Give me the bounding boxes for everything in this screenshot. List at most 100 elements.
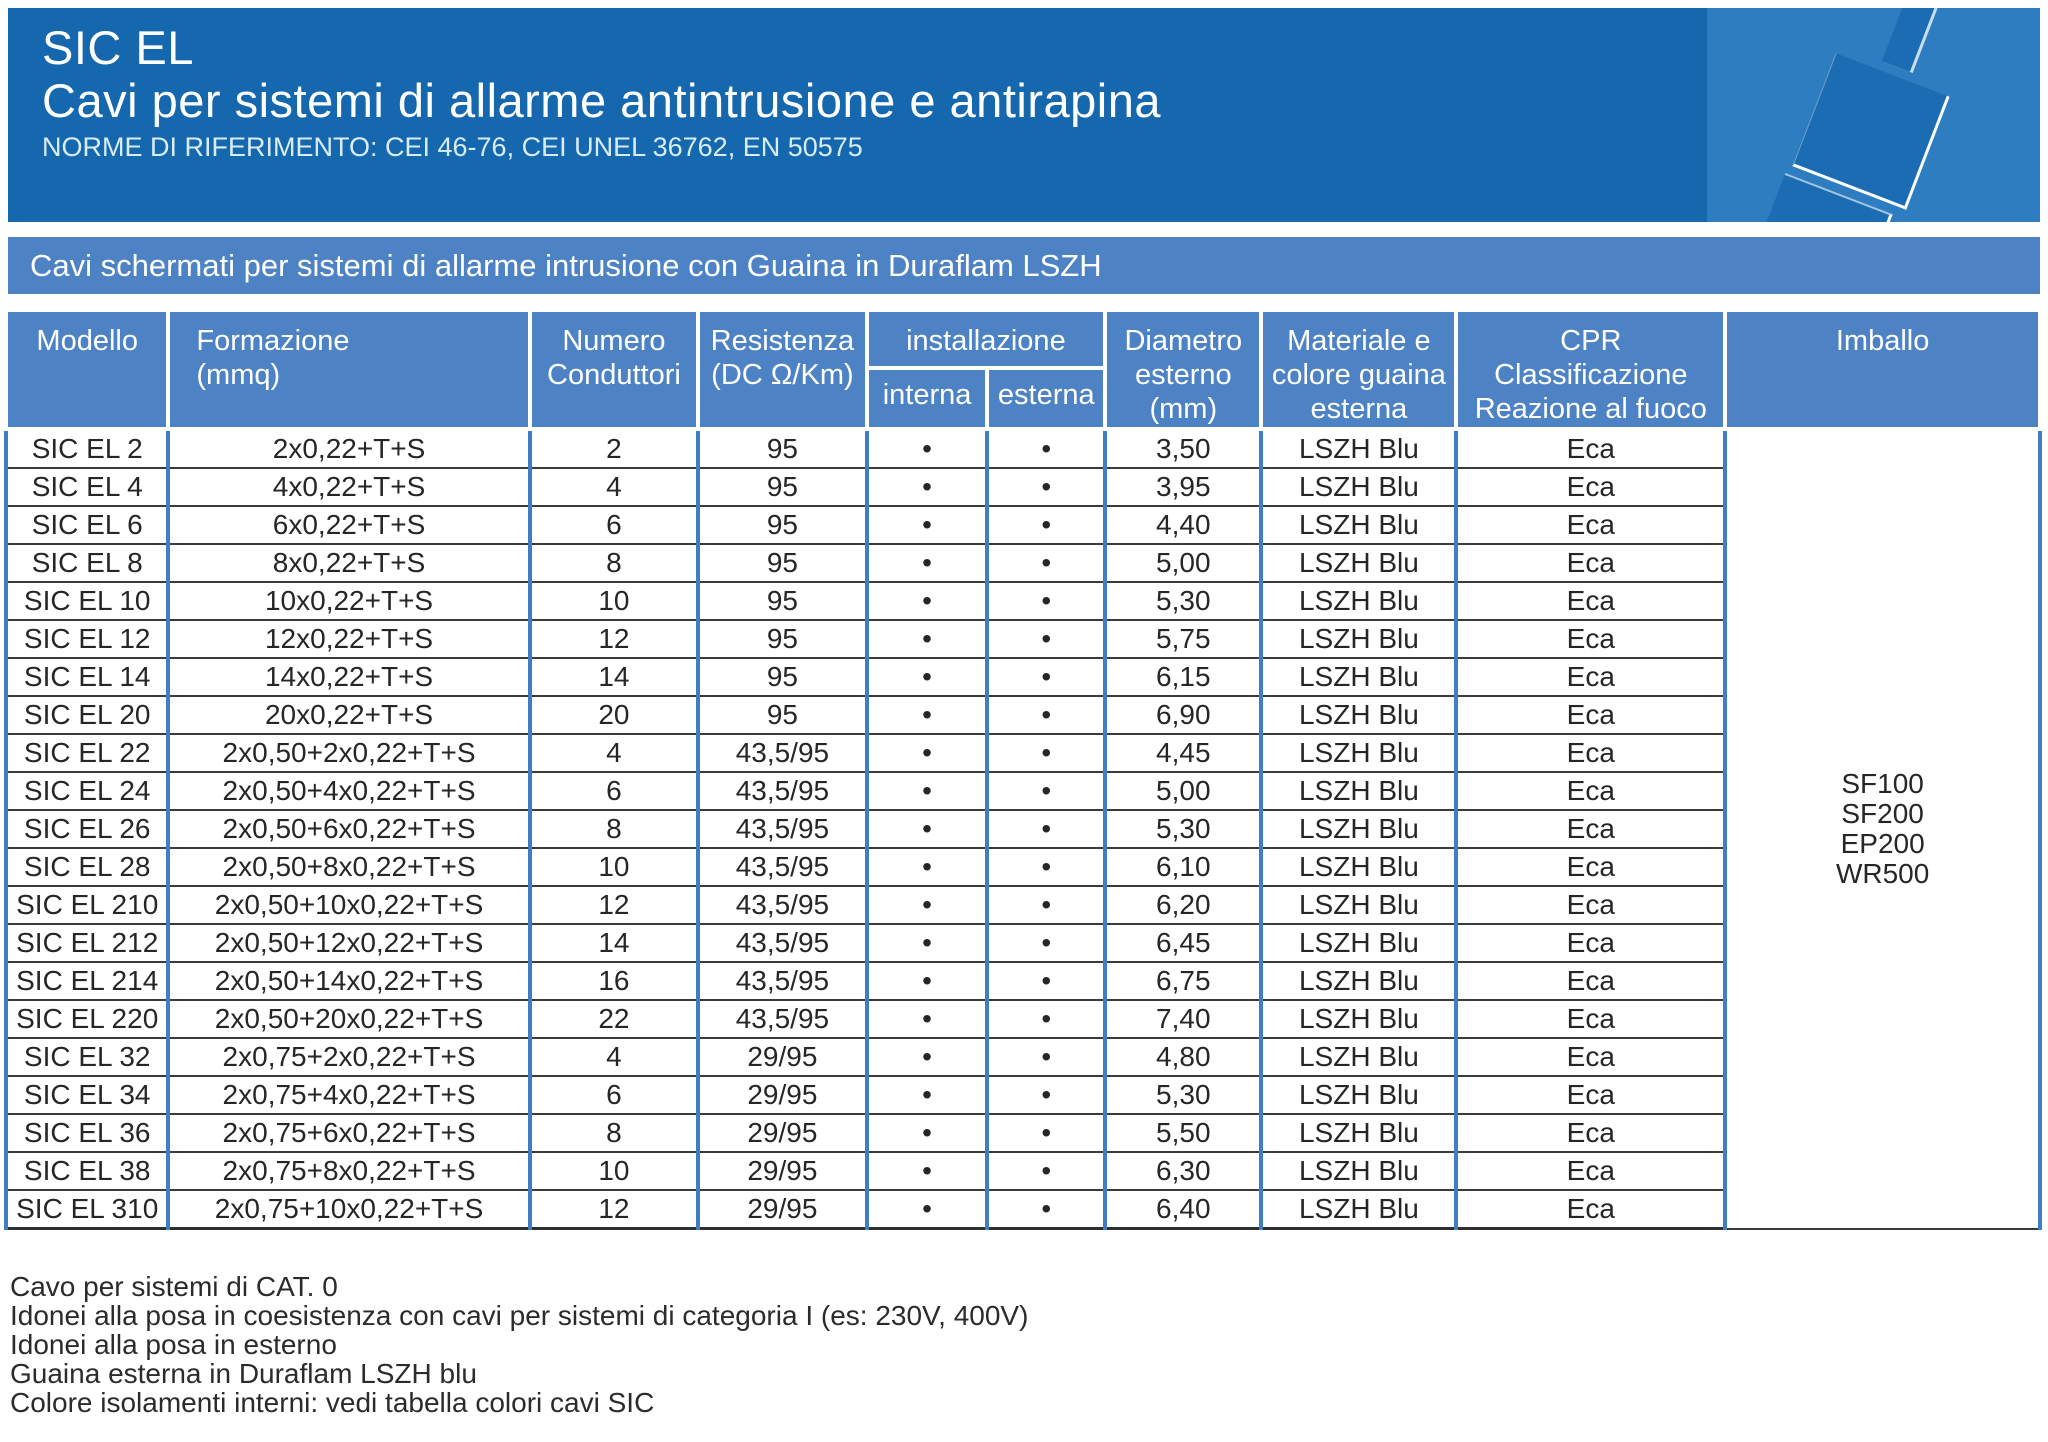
cell-modello: SIC EL 8 [3, 544, 169, 583]
cell-resistenza: 95 [696, 620, 867, 659]
cell-installazione-interna: • [864, 582, 988, 621]
cell-numero-conduttori: 6 [527, 772, 699, 811]
cell-installazione-interna: • [864, 924, 988, 963]
cell-guaina: LSZH Blu [1259, 1190, 1457, 1230]
column-header-esterna: esterna [985, 365, 1108, 432]
cable-segment-icon [1881, 8, 1951, 72]
cable-illustration [1707, 8, 2040, 222]
cell-modello: SIC EL 28 [3, 848, 169, 887]
footer-notes: Cavo per sistemi di CAT. 0 Idonei alla p… [10, 1272, 1028, 1417]
cell-numero-conduttori: 8 [527, 544, 699, 583]
cell-cpr: Eca [1454, 429, 1726, 469]
cell-formazione: 2x0,50+14x0,22+T+S [166, 962, 530, 1001]
cell-diametro: 6,40 [1103, 1190, 1262, 1230]
cell-cpr: Eca [1454, 886, 1726, 925]
cell-diametro: 5,30 [1103, 810, 1262, 849]
cell-modello: SIC EL 26 [3, 810, 169, 849]
cell-numero-conduttori: 8 [527, 1114, 699, 1153]
cell-resistenza: 29/95 [696, 1076, 867, 1115]
cell-cpr: Eca [1454, 962, 1726, 1001]
cell-guaina: LSZH Blu [1259, 696, 1457, 735]
cell-guaina: LSZH Blu [1259, 734, 1457, 773]
cell-installazione-esterna: • [985, 1076, 1106, 1115]
cell-cpr: Eca [1454, 1152, 1726, 1191]
cell-modello: SIC EL 220 [3, 1000, 169, 1039]
cell-formazione: 2x0,75+6x0,22+T+S [166, 1114, 530, 1153]
cell-formazione: 8x0,22+T+S [166, 544, 530, 583]
cell-numero-conduttori: 4 [527, 1038, 699, 1077]
cell-resistenza: 95 [696, 544, 867, 583]
cell-installazione-interna: • [864, 1000, 988, 1039]
footer-note: Colore isolamenti interni: vedi tabella … [10, 1387, 655, 1418]
cell-cpr: Eca [1454, 848, 1726, 887]
cell-diametro: 5,75 [1103, 620, 1262, 659]
cell-installazione-esterna: • [985, 886, 1106, 925]
cell-installazione-esterna: • [985, 582, 1106, 621]
cell-imballo: SF100 SF200 EP200 WR500 [1723, 429, 2042, 1230]
cell-installazione-interna: • [864, 1076, 988, 1115]
table-row: SIC EL 310 2x0,75+10x0,22+T+S 12 29/95 • • 6,4… [3, 1190, 2040, 1230]
cell-modello: SIC EL 2 [3, 429, 169, 469]
cell-numero-conduttori: 14 [527, 924, 699, 963]
cell-diametro: 6,45 [1103, 924, 1262, 963]
cell-numero-conduttori: 6 [527, 506, 699, 545]
cell-guaina: LSZH Blu [1259, 429, 1457, 469]
cell-installazione-esterna: • [985, 1190, 1106, 1230]
cell-cpr: Eca [1454, 506, 1726, 545]
cell-guaina: LSZH Blu [1259, 924, 1457, 963]
cell-guaina: LSZH Blu [1259, 1038, 1457, 1077]
column-header-imballo: Imballo [1723, 308, 2042, 431]
cell-formazione: 2x0,50+12x0,22+T+S [166, 924, 530, 963]
cell-cpr: Eca [1454, 772, 1726, 811]
cell-modello: SIC EL 214 [3, 962, 169, 1001]
cell-formazione: 2x0,75+4x0,22+T+S [166, 1076, 530, 1115]
cell-guaina: LSZH Blu [1259, 772, 1457, 811]
cell-resistenza: 43,5/95 [696, 810, 867, 849]
table-row: SIC EL 34 2x0,75+4x0,22+T+S 6 29/95 • • 5,30 LS… [3, 1076, 2040, 1115]
footer-note: Idonei alla posa in esterno [10, 1329, 337, 1360]
cell-diametro: 5,50 [1103, 1114, 1262, 1153]
table-row: SIC EL 212 2x0,50+12x0,22+T+S 14 43,5/95 • • 6… [3, 924, 2040, 963]
cell-numero-conduttori: 4 [527, 734, 699, 773]
cell-installazione-interna: • [864, 620, 988, 659]
cell-installazione-esterna: • [985, 734, 1106, 773]
cell-numero-conduttori: 12 [527, 1190, 699, 1230]
column-header-resistenza: Resistenza (DC Ω/Km) [696, 308, 869, 431]
cell-installazione-interna: • [864, 772, 988, 811]
cell-installazione-interna: • [864, 810, 988, 849]
section-band: Cavi schermati per sistemi di allarme in… [8, 237, 2040, 294]
cell-modello: SIC EL 34 [3, 1076, 169, 1115]
table-row: SIC EL 38 2x0,75+8x0,22+T+S 10 29/95 • • 6,30 L… [3, 1152, 2040, 1191]
cell-installazione-interna: • [864, 468, 988, 507]
cell-resistenza: 43,5/95 [696, 848, 867, 887]
cell-resistenza: 95 [696, 468, 867, 507]
cell-installazione-interna: • [864, 696, 988, 735]
cell-cpr: Eca [1454, 696, 1726, 735]
cell-diametro: 6,20 [1103, 886, 1262, 925]
cell-cpr: Eca [1454, 1190, 1726, 1230]
cell-diametro: 5,30 [1103, 1076, 1262, 1115]
table-row: SIC EL 36 2x0,75+6x0,22+T+S 8 29/95 • • 5,50 LS… [3, 1114, 2040, 1153]
cell-formazione: 2x0,50+2x0,22+T+S [166, 734, 530, 773]
cell-numero-conduttori: 6 [527, 1076, 699, 1115]
cell-installazione-esterna: • [985, 696, 1106, 735]
spec-table: Modello Formazione (mmq) Numero Condutto… [3, 308, 2042, 1230]
table-row: SIC EL 8 8x0,22+T+S 8 95 • • 5,00 LSZH Blu Eca [3, 544, 2040, 583]
cell-modello: SIC EL 22 [3, 734, 169, 773]
cell-installazione-interna: • [864, 1152, 988, 1191]
cell-diametro: 3,50 [1103, 429, 1262, 469]
cell-cpr: Eca [1454, 658, 1726, 697]
cell-cpr: Eca [1454, 1038, 1726, 1077]
cell-formazione: 10x0,22+T+S [166, 582, 530, 621]
product-subtitle: Cavi per sistemi di allarme antintrusion… [42, 74, 1161, 127]
cell-installazione-esterna: • [985, 848, 1106, 887]
cell-numero-conduttori: 14 [527, 658, 699, 697]
cell-installazione-interna: • [864, 1038, 988, 1077]
cell-modello: SIC EL 14 [3, 658, 169, 697]
cell-formazione: 12x0,22+T+S [166, 620, 530, 659]
column-header-diametro: Diametro esterno (mm) [1103, 308, 1264, 431]
cell-numero-conduttori: 10 [527, 1152, 699, 1191]
cell-installazione-interna: • [864, 1190, 988, 1230]
cell-guaina: LSZH Blu [1259, 1000, 1457, 1039]
cell-diametro: 5,30 [1103, 582, 1262, 621]
